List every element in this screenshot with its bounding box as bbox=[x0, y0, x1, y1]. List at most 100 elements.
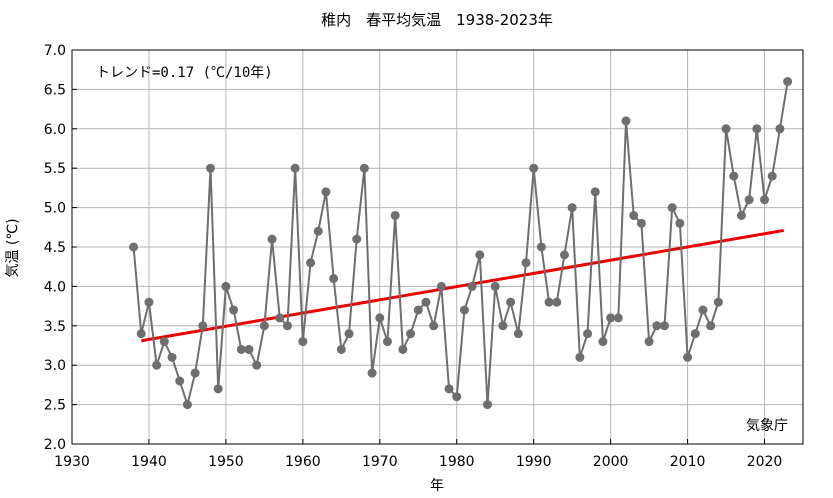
data-point bbox=[244, 344, 254, 354]
y-tick-label: 2.0 bbox=[44, 437, 66, 453]
y-tick-label: 6.0 bbox=[44, 122, 66, 138]
data-point bbox=[236, 344, 246, 354]
data-point bbox=[775, 124, 785, 134]
data-point bbox=[406, 329, 416, 339]
data-point bbox=[375, 313, 385, 323]
data-point bbox=[306, 258, 316, 268]
data-point bbox=[367, 368, 377, 378]
data-point bbox=[167, 352, 177, 362]
y-tick-label: 3.0 bbox=[44, 358, 66, 374]
data-point bbox=[152, 360, 162, 370]
data-point bbox=[706, 321, 716, 331]
data-point bbox=[590, 187, 600, 197]
data-point bbox=[321, 187, 331, 197]
data-point bbox=[644, 337, 654, 347]
y-tick-label: 4.5 bbox=[44, 240, 66, 256]
data-point bbox=[159, 337, 169, 347]
data-point bbox=[459, 305, 469, 315]
grid bbox=[72, 50, 803, 444]
x-tick-label: 1980 bbox=[439, 454, 475, 470]
x-tick-label: 2010 bbox=[670, 454, 706, 470]
data-point bbox=[783, 77, 793, 87]
axis-ticks: 2.0 2.5 3.0 3.5 4.0 4.5 5.0 5.5 6.0 6.5 7.0 1930 194… bbox=[44, 43, 783, 470]
data-point bbox=[583, 329, 593, 339]
data-point bbox=[629, 210, 639, 220]
data-point bbox=[659, 321, 669, 331]
data-point bbox=[144, 297, 154, 307]
data-point bbox=[736, 210, 746, 220]
data-point bbox=[690, 329, 700, 339]
data-point bbox=[675, 218, 685, 228]
data-point bbox=[498, 321, 508, 331]
y-tick-label: 2.5 bbox=[44, 398, 66, 414]
x-tick-label: 1990 bbox=[516, 454, 552, 470]
y-tick-label: 5.5 bbox=[44, 161, 66, 177]
data-point bbox=[429, 321, 439, 331]
data-point bbox=[275, 313, 285, 323]
data-point bbox=[229, 305, 239, 315]
data-point bbox=[483, 400, 493, 410]
data-point bbox=[421, 297, 431, 307]
data-point bbox=[713, 297, 723, 307]
data-point bbox=[259, 321, 269, 331]
data-point bbox=[436, 281, 446, 291]
data-point bbox=[282, 321, 292, 331]
y-tick-label: 7.0 bbox=[44, 43, 66, 59]
data-point bbox=[206, 163, 216, 173]
data-point bbox=[182, 400, 192, 410]
data-point bbox=[313, 226, 323, 236]
data-point bbox=[636, 218, 646, 228]
data-point bbox=[529, 163, 539, 173]
y-axis-label: 気温 (℃) bbox=[5, 218, 21, 277]
x-tick-label: 2020 bbox=[747, 454, 783, 470]
data-point bbox=[267, 234, 277, 244]
data-point bbox=[198, 321, 208, 331]
data-point bbox=[729, 171, 739, 181]
data-point bbox=[382, 337, 392, 347]
x-tick-label: 1930 bbox=[54, 454, 90, 470]
data-point bbox=[606, 313, 616, 323]
data-point bbox=[613, 313, 623, 323]
data-point bbox=[467, 281, 477, 291]
data-point bbox=[475, 250, 485, 260]
data-point bbox=[721, 124, 731, 134]
chart-title: 稚内 春平均気温 1938-2023年 bbox=[321, 11, 553, 29]
data-point bbox=[221, 281, 231, 291]
data-point bbox=[683, 352, 693, 362]
x-tick-label: 1950 bbox=[208, 454, 244, 470]
data-point bbox=[413, 305, 423, 315]
data-point bbox=[552, 297, 562, 307]
x-tick-label: 2000 bbox=[593, 454, 629, 470]
data-point bbox=[621, 116, 631, 126]
data-point bbox=[667, 203, 677, 213]
trend-layer bbox=[140, 228, 785, 343]
trend-line bbox=[140, 228, 785, 343]
data-point bbox=[390, 210, 400, 220]
data-point bbox=[767, 171, 777, 181]
x-tick-label: 1960 bbox=[285, 454, 321, 470]
data-point bbox=[544, 297, 554, 307]
data-point bbox=[567, 203, 577, 213]
data-point bbox=[513, 329, 523, 339]
data-point bbox=[352, 234, 362, 244]
y-tick-label: 6.5 bbox=[44, 82, 66, 98]
data-point bbox=[344, 329, 354, 339]
data-point bbox=[575, 352, 585, 362]
data-point bbox=[506, 297, 516, 307]
credit-label: 気象庁 bbox=[746, 418, 788, 434]
data-point bbox=[175, 376, 185, 386]
data-point bbox=[136, 329, 146, 339]
data-point bbox=[760, 195, 770, 205]
data-point bbox=[652, 321, 662, 331]
data-point bbox=[290, 163, 300, 173]
data-point bbox=[398, 344, 408, 354]
data-point bbox=[521, 258, 531, 268]
series-layer bbox=[129, 77, 793, 410]
data-point bbox=[129, 242, 139, 252]
data-point bbox=[598, 337, 608, 347]
data-point bbox=[336, 344, 346, 354]
data-point bbox=[252, 360, 262, 370]
data-point bbox=[536, 242, 546, 252]
data-point bbox=[359, 163, 369, 173]
